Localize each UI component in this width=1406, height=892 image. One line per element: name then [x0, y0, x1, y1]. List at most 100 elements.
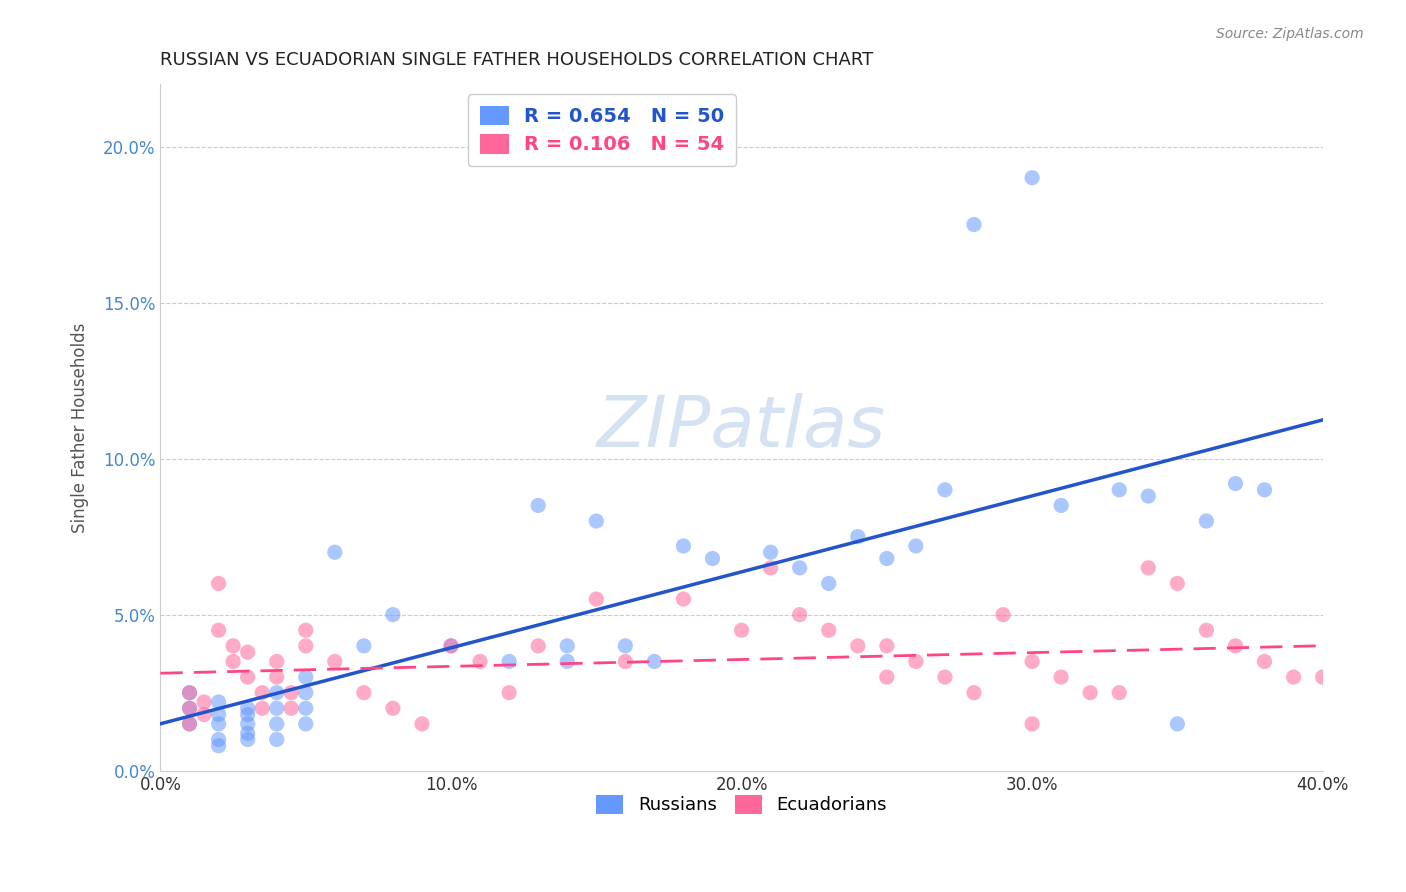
Ecuadorians: [730, 624, 752, 638]
Ecuadorians: [411, 717, 433, 731]
Russians: [846, 530, 869, 544]
Russians: [789, 561, 811, 575]
Ecuadorians: [207, 576, 229, 591]
Russians: [440, 639, 463, 653]
Ecuadorians: [1137, 561, 1160, 575]
Ecuadorians: [193, 707, 215, 722]
Ecuadorians: [817, 624, 839, 638]
Ecuadorians: [789, 607, 811, 622]
Russians: [1225, 476, 1247, 491]
Russians: [266, 701, 288, 715]
Ecuadorians: [280, 686, 302, 700]
Y-axis label: Single Father Households: Single Father Households: [72, 322, 89, 533]
Russians: [904, 539, 927, 553]
Russians: [179, 717, 201, 731]
Russians: [1166, 717, 1188, 731]
Russians: [1253, 483, 1275, 497]
Ecuadorians: [193, 695, 215, 709]
Russians: [207, 739, 229, 753]
Russians: [934, 483, 956, 497]
Ecuadorians: [1021, 655, 1043, 669]
Ecuadorians: [934, 670, 956, 684]
Russians: [266, 732, 288, 747]
Ecuadorians: [222, 639, 245, 653]
Russians: [207, 695, 229, 709]
Ecuadorians: [1078, 686, 1101, 700]
Ecuadorians: [266, 670, 288, 684]
Russians: [759, 545, 782, 559]
Ecuadorians: [207, 624, 229, 638]
Ecuadorians: [1312, 670, 1334, 684]
Russians: [585, 514, 607, 528]
Ecuadorians: [236, 670, 259, 684]
Ecuadorians: [876, 670, 898, 684]
Ecuadorians: [614, 655, 637, 669]
Ecuadorians: [846, 639, 869, 653]
Russians: [236, 732, 259, 747]
Russians: [266, 717, 288, 731]
Russians: [236, 717, 259, 731]
Ecuadorians: [353, 686, 375, 700]
Russians: [1195, 514, 1218, 528]
Ecuadorians: [323, 655, 346, 669]
Ecuadorians: [585, 592, 607, 607]
Ecuadorians: [759, 561, 782, 575]
Ecuadorians: [250, 686, 273, 700]
Russians: [236, 701, 259, 715]
Ecuadorians: [222, 655, 245, 669]
Russians: [555, 639, 578, 653]
Russians: [876, 551, 898, 566]
Legend: Russians, Ecuadorians: Russians, Ecuadorians: [588, 786, 896, 823]
Russians: [294, 717, 316, 731]
Russians: [1021, 170, 1043, 185]
Ecuadorians: [468, 655, 491, 669]
Ecuadorians: [963, 686, 986, 700]
Russians: [294, 686, 316, 700]
Ecuadorians: [1225, 639, 1247, 653]
Russians: [1108, 483, 1130, 497]
Russians: [179, 686, 201, 700]
Russians: [555, 655, 578, 669]
Russians: [643, 655, 665, 669]
Russians: [179, 701, 201, 715]
Ecuadorians: [236, 645, 259, 659]
Text: ZIPatlas: ZIPatlas: [598, 392, 886, 462]
Russians: [207, 707, 229, 722]
Ecuadorians: [1282, 670, 1305, 684]
Ecuadorians: [179, 686, 201, 700]
Ecuadorians: [1108, 686, 1130, 700]
Ecuadorians: [672, 592, 695, 607]
Russians: [702, 551, 724, 566]
Ecuadorians: [1195, 624, 1218, 638]
Ecuadorians: [1340, 676, 1362, 690]
Text: RUSSIAN VS ECUADORIAN SINGLE FATHER HOUSEHOLDS CORRELATION CHART: RUSSIAN VS ECUADORIAN SINGLE FATHER HOUS…: [160, 51, 873, 69]
Russians: [294, 670, 316, 684]
Ecuadorians: [1253, 655, 1275, 669]
Russians: [963, 218, 986, 232]
Russians: [294, 701, 316, 715]
Russians: [266, 686, 288, 700]
Ecuadorians: [1050, 670, 1073, 684]
Ecuadorians: [498, 686, 520, 700]
Russians: [381, 607, 404, 622]
Russians: [207, 732, 229, 747]
Ecuadorians: [991, 607, 1014, 622]
Russians: [672, 539, 695, 553]
Ecuadorians: [1166, 576, 1188, 591]
Ecuadorians: [527, 639, 550, 653]
Russians: [614, 639, 637, 653]
Russians: [817, 576, 839, 591]
Russians: [207, 717, 229, 731]
Ecuadorians: [294, 639, 316, 653]
Ecuadorians: [381, 701, 404, 715]
Ecuadorians: [179, 717, 201, 731]
Russians: [323, 545, 346, 559]
Ecuadorians: [440, 639, 463, 653]
Russians: [527, 499, 550, 513]
Russians: [236, 707, 259, 722]
Ecuadorians: [179, 701, 201, 715]
Russians: [1137, 489, 1160, 503]
Russians: [498, 655, 520, 669]
Russians: [1050, 499, 1073, 513]
Russians: [353, 639, 375, 653]
